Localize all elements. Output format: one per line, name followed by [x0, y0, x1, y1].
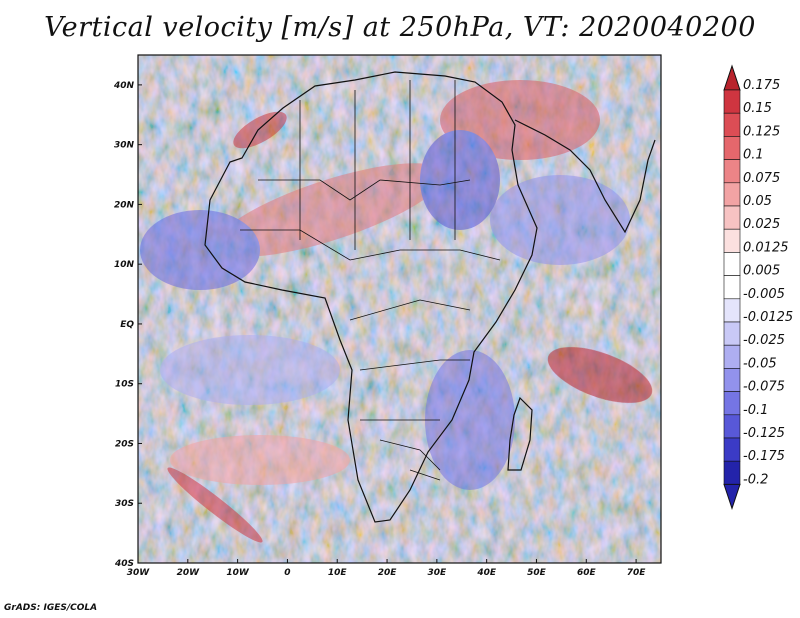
lon-tick-label: 10W: [226, 568, 250, 578]
colorbar-label: 0.125: [743, 124, 780, 139]
colorbar-label: 0.15: [743, 101, 772, 116]
colorbar-label: 0.025: [743, 217, 780, 232]
colorbar-label: -0.05: [743, 356, 777, 371]
colorbar-label: -0.125: [743, 426, 785, 441]
lon-tick-label: 40E: [476, 568, 497, 578]
colorbar-swatch: [723, 437, 741, 462]
lat-tick-label: 30S: [115, 499, 134, 509]
colorbar-label: -0.0125: [743, 310, 793, 325]
colorbar-swatch: [723, 321, 741, 346]
colorbar-label: 0.1: [743, 148, 764, 163]
longitude-axis: 30W 20W 10W 0 10E 20E 30E 40E 50E 60E 70E: [127, 559, 647, 578]
colorbar-label: -0.2: [743, 472, 768, 487]
colorbar-swatch: [723, 252, 741, 276]
colorbar-swatch: [723, 391, 741, 416]
lat-tick-label: 40N: [113, 81, 135, 91]
lat-tick-label: 10S: [115, 380, 134, 390]
colorbar-swatch: [723, 368, 741, 392]
lon-tick-label: 60E: [577, 568, 597, 578]
lon-tick-label: 0: [284, 568, 290, 578]
lon-tick-label: 20W: [177, 568, 201, 578]
lon-tick-label: 70E: [627, 568, 647, 578]
colorbar-swatch: [723, 298, 741, 323]
lon-tick-label: 30W: [127, 568, 151, 578]
colorbar-max-arrow: [723, 64, 741, 91]
lat-tick-label: 40S: [114, 559, 134, 569]
colorbar-label: -0.175: [743, 449, 785, 464]
lon-tick-label: 10E: [328, 568, 348, 578]
lon-tick-label: 50E: [527, 568, 547, 578]
colorbar-swatch: [723, 275, 741, 300]
plot-frame: [137, 54, 662, 564]
colorbar-swatch: [723, 136, 741, 160]
lat-tick-label: 20N: [114, 200, 135, 210]
colorbar-swatch: [723, 205, 741, 230]
colorbar-swatch: [723, 89, 741, 114]
colorbar-label: 0.05: [743, 194, 772, 209]
colorbar-swatch: [723, 228, 741, 253]
colorbar-swatch: [723, 414, 741, 439]
lat-tick-label: 10N: [114, 260, 135, 270]
colorbar-swatch: [723, 159, 741, 184]
lat-tick-label: 30N: [114, 141, 135, 151]
lat-tick-label: 20S: [115, 439, 134, 449]
chart-title: Vertical velocity [m/s] at 250hPa, VT: 2…: [44, 12, 756, 43]
colorbar-label: 0.005: [743, 264, 780, 279]
colorbar-label: -0.1: [743, 403, 768, 418]
africa-coastline: [204, 71, 656, 523]
colorbar-swatch: [723, 182, 741, 207]
colorbar-label: -0.025: [743, 333, 785, 348]
colorbar-swatch: [723, 112, 741, 137]
colorbar-swatch: [723, 344, 741, 369]
latitude-axis: 40N 30N 20N 10N EQ 10S 20S 30S 40S: [113, 81, 142, 569]
colorbar-swatch: [723, 460, 741, 485]
colorbar-label: 0.175: [743, 78, 780, 93]
lon-tick-label: 20E: [378, 568, 398, 578]
lon-tick-label: 30E: [428, 568, 448, 578]
field-layer: [138, 55, 661, 563]
colorbar-label: -0.075: [743, 380, 785, 395]
colorbar-min-arrow: [723, 483, 741, 510]
grads-credit: GrADS: IGES/COLA: [4, 603, 98, 613]
lat-tick-label: EQ: [120, 320, 134, 330]
country-borders: [240, 80, 501, 481]
colorbar-label: -0.005: [743, 287, 785, 302]
colorbar-label: 0.0125: [743, 240, 789, 255]
colorbar-label: 0.075: [743, 171, 780, 186]
